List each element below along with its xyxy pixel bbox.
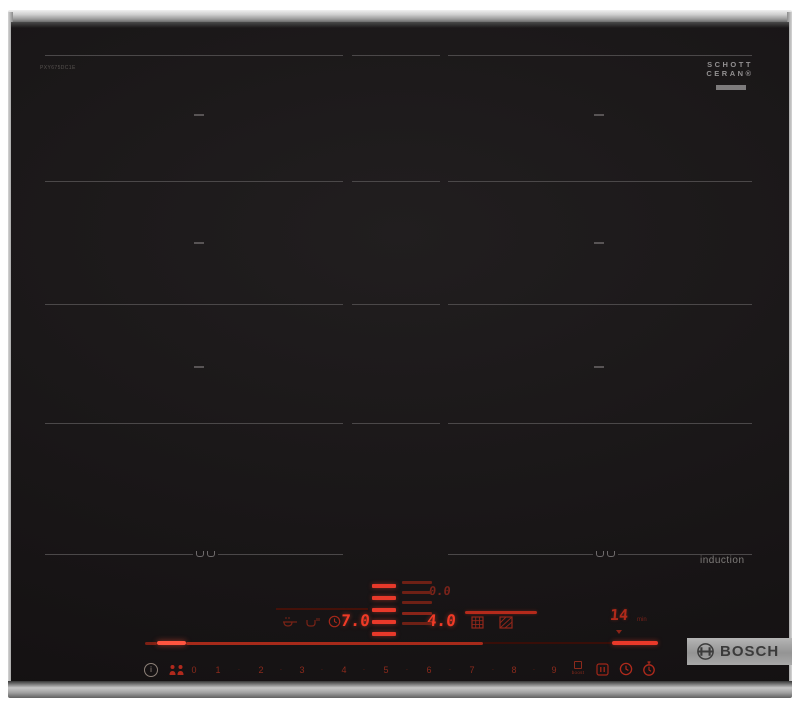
boost-button[interactable]: boost [566,661,590,675]
boost-label: boost [571,670,585,675]
zone-line [352,181,440,182]
slider-key-8[interactable]: 8 [511,665,517,675]
zone-line [352,423,440,424]
induction-label: induction [700,555,745,566]
schott-logo-bar [716,85,746,90]
slider-separator: · [448,665,452,674]
boost-icon [574,661,582,669]
slider-separator: · [320,665,324,674]
glass-surface [11,22,789,682]
power-icon[interactable]: i [144,663,158,677]
bosch-emblem-icon [696,642,715,661]
zone-line [45,304,343,305]
zone-marker [194,366,204,368]
timer-arrow-icon [616,630,622,634]
stopwatch-icon[interactable] [642,661,656,676]
clock-icon [328,615,341,628]
pause-icon[interactable] [596,663,609,676]
zone-line [352,304,440,305]
right-zone-indicator-line [465,611,537,614]
slider-key-3[interactable]: 3 [299,665,305,675]
zone-line [352,55,440,56]
zone-line [448,423,752,424]
timer-icon[interactable] [619,662,633,676]
slider-key-9[interactable]: 9 [551,665,557,675]
frame-bottom [8,681,792,698]
slider-separator: · [532,665,536,674]
zone-line [448,181,752,182]
ceran-line: CERAN® [706,69,754,78]
frame-left [8,12,13,696]
child-lock-icon[interactable] [168,664,186,676]
slider-separator: · [237,665,241,674]
bosch-logo: BOSCH [687,638,792,665]
grid-icon[interactable] [471,616,484,629]
diagonal-grid-icon[interactable] [499,616,513,629]
cookware-marker-icon [193,551,218,557]
schott-line: SCHOTT [707,60,753,69]
bosch-wordmark: BOSCH [720,643,780,660]
zone-marker [194,114,204,116]
slider-key-5[interactable]: 5 [383,665,389,675]
model-code: PXY675DC1E [40,65,76,71]
slider-key-0[interactable]: 0 [191,665,197,675]
zone-line [45,181,343,182]
left-zone-indicator-line [276,608,368,610]
flexzone-icon [305,616,321,628]
zone-line [448,304,752,305]
zone-marker [594,242,604,244]
slider-key-2[interactable]: 2 [258,665,264,675]
zone-marker [594,114,604,116]
zone-line [45,423,343,424]
zone-marker [594,366,604,368]
left-zone-power-display: 7.0 [340,611,371,630]
slider-separator: · [279,665,283,674]
zone-line [45,55,343,56]
slider-separator: · [491,665,495,674]
slider-key-1[interactable]: 1 [215,665,221,675]
timer-display: 14 [609,606,629,624]
frame-right [787,12,792,696]
frame-top [8,10,792,23]
zone-line [448,55,752,56]
slider-key-6[interactable]: 6 [426,665,432,675]
slider-key-4[interactable]: 4 [341,665,347,675]
timer-unit-label: min [637,617,647,623]
zone-marker [194,242,204,244]
slider-separator: · [362,665,366,674]
slider-separator: · [405,665,409,674]
schott-ceran-logo: SCHOTT CERAN® [698,60,762,78]
slider-key-7[interactable]: 7 [469,665,475,675]
cookware-marker-icon [593,551,618,557]
pan-icon [282,616,298,628]
glass-bevel [11,22,789,28]
